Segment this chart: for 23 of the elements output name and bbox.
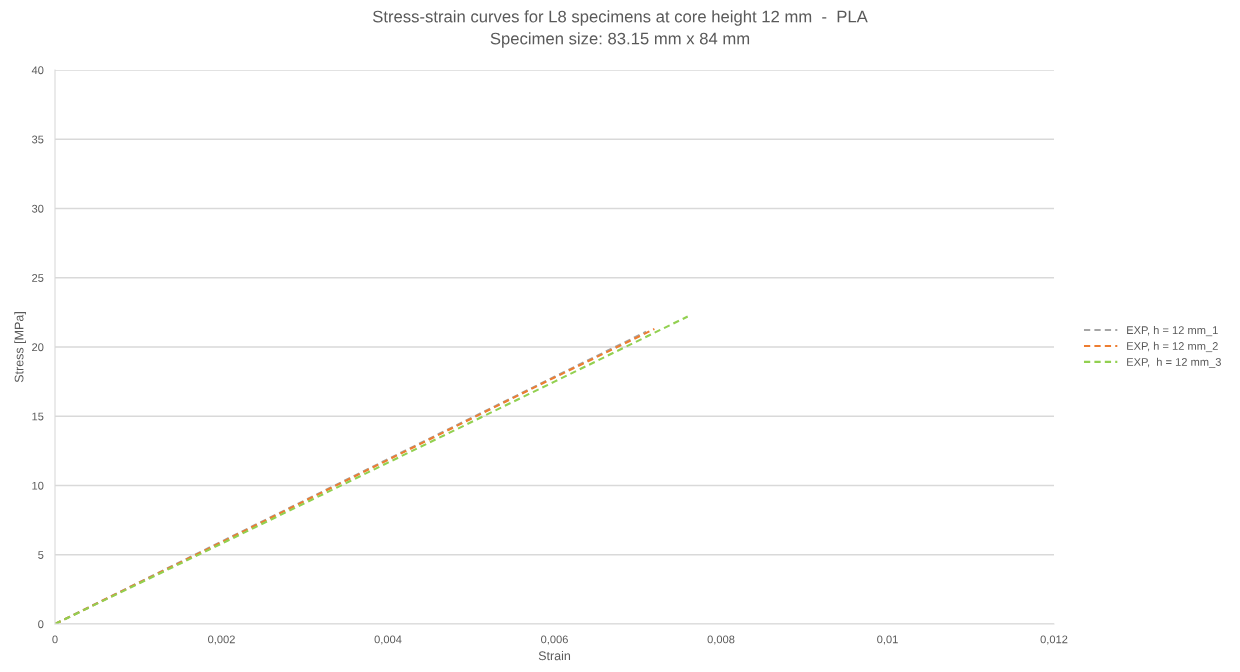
x-tick-label: 0,008 [707, 635, 735, 645]
y-tick-label: 10 [32, 481, 44, 490]
chart-subtitle: Specimen size: 83.15 mm x 84 mm [490, 32, 750, 48]
legend-label: EXP, h = 12 mm_2 [1127, 341, 1218, 353]
y-tick-label: 35 [31, 135, 44, 144]
x-axis-title: Strain [538, 651, 571, 661]
x-tick-label: 0,012 [1040, 635, 1068, 645]
y-tick-label: 20 [32, 343, 44, 352]
y-tick-label: 30 [31, 204, 44, 213]
legend-label: EXP, h = 12 mm_3 [1127, 357, 1221, 368]
x-tick-label: 0,002 [208, 635, 235, 645]
y-tick-label: 0 [38, 620, 44, 629]
x-tick-label: 0,004 [374, 635, 402, 645]
y-tick-label: 40 [31, 66, 44, 75]
x-tick-label: 0 [52, 635, 58, 644]
y-tick-label: 5 [38, 551, 44, 559]
x-tick-label: 0,006 [541, 635, 568, 645]
x-tick-label: 0,01 [877, 635, 898, 645]
y-tick-label: 15 [32, 412, 44, 421]
y-tick-label: 25 [32, 274, 44, 282]
legend-label: EXP, h = 12 mm_1 [1127, 325, 1218, 337]
chart-title: Stress-strain curves for L8 specimens at core height 12 mm - PLA [372, 10, 868, 26]
y-axis-title: Stress [MPa] [14, 312, 26, 383]
